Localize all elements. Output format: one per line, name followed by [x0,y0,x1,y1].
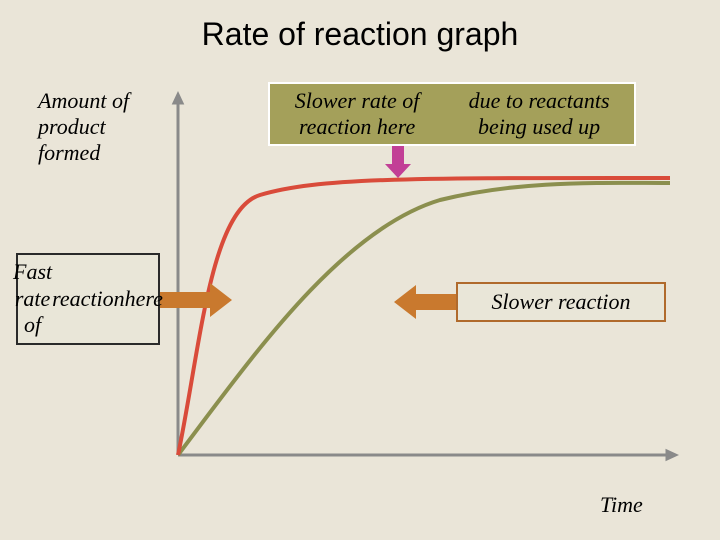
callout-line: Fast rate of [13,259,52,338]
callout-line: Slower reaction [491,289,630,315]
slide-root: Rate of reaction graph Amount of product… [0,0,720,540]
callout-slower-right: Slower reaction [456,282,666,322]
callout-line: Slower rate of reaction here [270,88,444,141]
axes-group [172,91,679,461]
x-axis-arrowhead [666,449,680,462]
callout-fast-left: Fast rate ofreactionhere [16,253,160,345]
callout-line: here [125,286,163,312]
callout-slower-top: Slower rate of reaction heredue to react… [268,82,636,146]
callout-line: due to reactants being used up [444,88,634,141]
callout-line: reaction [52,286,125,312]
arrow-pink-down [385,146,411,178]
arrow-orange-left [394,285,456,319]
arrow-orange-right [160,283,232,317]
y-axis-arrowhead [172,91,185,105]
